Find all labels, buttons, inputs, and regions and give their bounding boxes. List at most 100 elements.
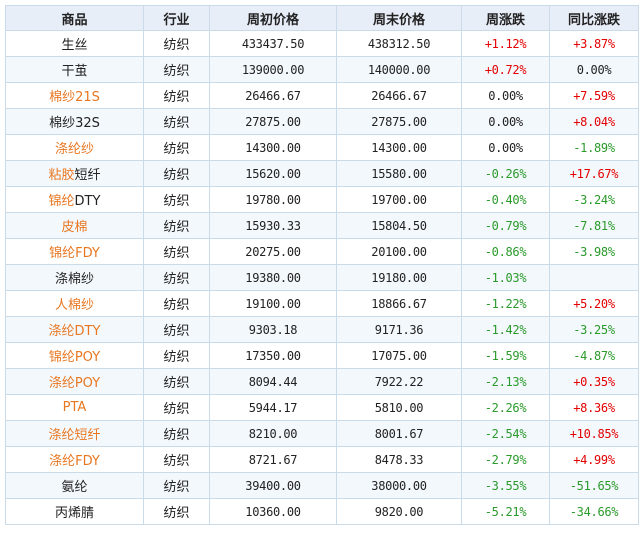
commodity-link[interactable]: 人棉纱 [54, 298, 94, 313]
week-change-cell: 0.00% [461, 82, 550, 109]
yoy-change-cell: -3.98% [549, 238, 639, 265]
commodity-name-cell: 粘胶短纤 [5, 160, 144, 187]
close-price-cell: 17075.00 [336, 342, 462, 369]
table-row: 锦纶POY 纺织 17350.00 17075.00 -1.59% -4.87% [5, 342, 639, 369]
header-row: 商品 行业 周初价格 周末价格 周涨跌 同比涨跌 [5, 5, 639, 31]
commodity-name-cell: 涤纶DTY [5, 316, 144, 343]
commodity-link[interactable]: 锦纶FDY [49, 246, 100, 261]
week-change-cell: -0.26% [461, 160, 550, 187]
week-change-cell: 0.00% [461, 134, 550, 161]
open-price-cell: 19780.00 [209, 186, 337, 213]
commodity-link[interactable]: 涤纶纱 [54, 142, 94, 157]
close-price-cell: 438312.50 [336, 30, 462, 57]
table-row: 涤纶短纤 纺织 8210.00 8001.67 -2.54% +10.85% [5, 420, 639, 447]
industry-cell: 纺织 [143, 212, 210, 239]
table-row: 涤纶POY 纺织 8094.44 7922.22 -2.13% +0.35% [5, 368, 639, 395]
commodity-link[interactable]: 涤纶DTY [48, 324, 101, 339]
close-price-cell: 14300.00 [336, 134, 462, 161]
table-row: 丙烯腈 纺织 10360.00 9820.00 -5.21% -34.66% [5, 498, 639, 525]
table-row: 人棉纱 纺织 19100.00 18866.67 -1.22% +5.20% [5, 290, 639, 317]
close-price-cell: 140000.00 [336, 56, 462, 83]
close-price-cell: 7922.22 [336, 368, 462, 395]
table-row: PTA 纺织 5944.17 5810.00 -2.26% +8.36% [5, 394, 639, 421]
commodity-link[interactable]: 锦纶POY [48, 350, 101, 365]
yoy-change-cell: +8.04% [549, 108, 639, 135]
open-price-cell: 27875.00 [209, 108, 337, 135]
open-price-cell: 8721.67 [209, 446, 337, 473]
header-close-price: 周末价格 [336, 5, 462, 31]
close-price-cell: 15804.50 [336, 212, 462, 239]
commodity-link[interactable]: 涤纶FDY [49, 454, 100, 469]
yoy-change-cell: +0.35% [549, 368, 639, 395]
commodity-name-text: 干茧 [61, 64, 88, 79]
close-price-cell: 18866.67 [336, 290, 462, 317]
commodity-name-cell: 锦纶FDY [5, 238, 144, 265]
close-price-cell: 8478.33 [336, 446, 462, 473]
commodity-name-cell: 生丝 [5, 30, 144, 57]
week-change-cell: -0.86% [461, 238, 550, 265]
header-yoy-change: 同比涨跌 [549, 5, 639, 31]
commodity-name-cell: 涤纶FDY [5, 446, 144, 473]
header-industry: 行业 [143, 5, 210, 31]
week-change-cell: +1.12% [461, 30, 550, 57]
commodity-name-cell: 人棉纱 [5, 290, 144, 317]
open-price-cell: 433437.50 [209, 30, 337, 57]
yoy-change-cell: 0.00% [549, 56, 639, 83]
table-row: 涤纶纱 纺织 14300.00 14300.00 0.00% -1.89% [5, 134, 639, 161]
week-change-cell: +0.72% [461, 56, 550, 83]
commodity-link[interactable]: 棉纱21S [49, 90, 100, 105]
commodity-name-cell: 涤棉纱 [5, 264, 144, 291]
week-change-cell: -1.22% [461, 290, 550, 317]
commodity-link[interactable]: 涤纶POY [48, 376, 101, 391]
yoy-change-cell [549, 264, 639, 291]
open-price-cell: 10360.00 [209, 498, 337, 525]
yoy-change-cell: +10.85% [549, 420, 639, 447]
commodity-link[interactable]: 皮棉 [61, 220, 88, 235]
yoy-change-cell: +4.99% [549, 446, 639, 473]
close-price-cell: 19700.00 [336, 186, 462, 213]
price-table-container: 商品 行业 周初价格 周末价格 周涨跌 同比涨跌 生丝 纺织 433437.50 43… [5, 5, 639, 525]
industry-cell: 纺织 [143, 394, 210, 421]
open-price-cell: 39400.00 [209, 472, 337, 499]
header-commodity: 商品 [5, 5, 144, 31]
commodity-name-cell: 皮棉 [5, 212, 144, 239]
commodity-link[interactable]: 涤纶短纤 [48, 428, 101, 443]
commodity-name-cell: 丙烯腈 [5, 498, 144, 525]
commodity-name-text: 生丝 [61, 38, 88, 53]
commodity-name-text: 涤棉纱 [54, 272, 94, 287]
industry-cell: 纺织 [143, 290, 210, 317]
week-change-cell: 0.00% [461, 108, 550, 135]
commodity-name-text: 丙烯腈 [54, 506, 94, 521]
yoy-change-cell: -4.87% [549, 342, 639, 369]
commodity-link[interactable]: PTA [62, 400, 87, 415]
commodity-link[interactable]: 锦纶 [48, 194, 75, 209]
yoy-change-cell: -3.25% [549, 316, 639, 343]
yoy-change-cell: +3.87% [549, 30, 639, 57]
yoy-change-cell: +8.36% [549, 394, 639, 421]
open-price-cell: 26466.67 [209, 82, 337, 109]
commodity-name-cell: 锦纶POY [5, 342, 144, 369]
industry-cell: 纺织 [143, 316, 210, 343]
yoy-change-cell: -7.81% [549, 212, 639, 239]
commodity-price-table: 商品 行业 周初价格 周末价格 周涨跌 同比涨跌 生丝 纺织 433437.50 43… [5, 5, 639, 525]
open-price-cell: 17350.00 [209, 342, 337, 369]
table-row: 涤纶DTY 纺织 9303.18 9171.36 -1.42% -3.25% [5, 316, 639, 343]
commodity-link[interactable]: 粘胶 [48, 168, 75, 183]
week-change-cell: -2.54% [461, 420, 550, 447]
close-price-cell: 38000.00 [336, 472, 462, 499]
yoy-change-cell: -34.66% [549, 498, 639, 525]
close-price-cell: 20100.00 [336, 238, 462, 265]
open-price-cell: 5944.17 [209, 394, 337, 421]
close-price-cell: 26466.67 [336, 82, 462, 109]
industry-cell: 纺织 [143, 108, 210, 135]
industry-cell: 纺织 [143, 264, 210, 291]
commodity-name-cell: 干茧 [5, 56, 144, 83]
commodity-name-cell: 锦纶DTY [5, 186, 144, 213]
commodity-name-text: 短纤 [74, 168, 101, 183]
commodity-name-cell: PTA [5, 394, 144, 421]
yoy-change-cell: +7.59% [549, 82, 639, 109]
industry-cell: 纺织 [143, 30, 210, 57]
commodity-name-text: DTY [74, 194, 101, 209]
table-row: 棉纱32S 纺织 27875.00 27875.00 0.00% +8.04% [5, 108, 639, 135]
close-price-cell: 19180.00 [336, 264, 462, 291]
